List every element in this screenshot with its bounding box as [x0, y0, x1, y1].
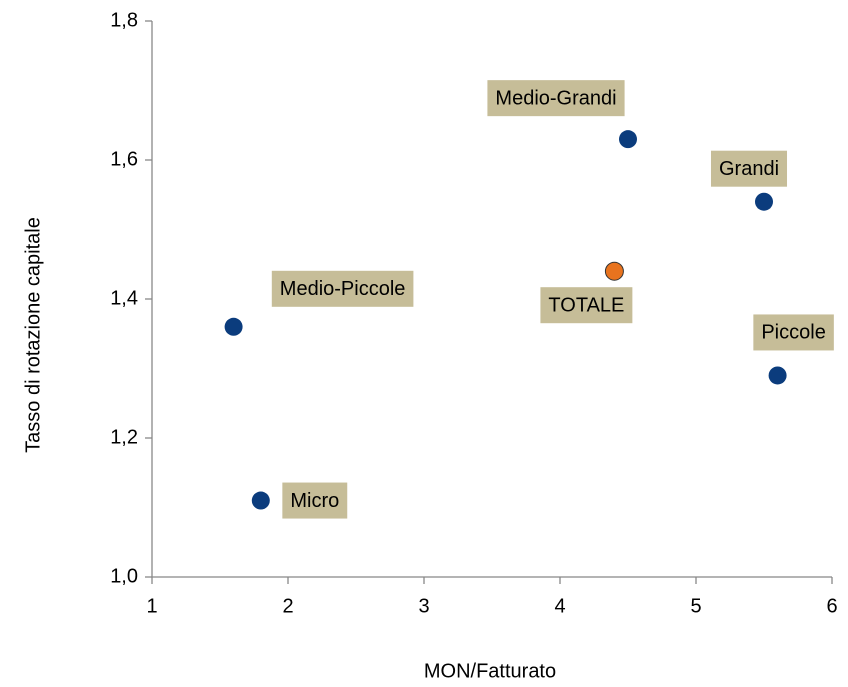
point-label-box: [540, 287, 633, 324]
x-tick-label: 1: [146, 595, 157, 617]
point-label-box: [487, 80, 625, 117]
point-label: Micro: [290, 490, 339, 512]
y-tick-label: 1,6: [110, 148, 138, 170]
x-tick-label: 5: [690, 595, 701, 617]
point: [224, 317, 243, 336]
point-label: Medio-Piccole: [280, 278, 406, 300]
x-tick-label: 4: [554, 595, 565, 617]
point-label-box: [753, 314, 834, 351]
x-tick-label: 6: [826, 595, 837, 617]
y-tick-label: 1,0: [110, 565, 138, 587]
point-label-box: [271, 270, 414, 307]
point: [768, 366, 787, 385]
y-tick-label: 1,4: [110, 287, 138, 309]
x-axis-title: MON/Fatturato: [424, 660, 556, 682]
point-label: Piccole: [761, 322, 825, 344]
point-label: Grandi: [719, 158, 779, 180]
point: [619, 130, 637, 149]
x-tick-label: 2: [282, 595, 293, 617]
y-axis-title: Tasso di rotazione capitale: [22, 217, 44, 453]
y-tick-label: 1,2: [110, 426, 138, 448]
y-tick-label: 1,8: [110, 9, 138, 31]
point-label: TOTALE: [548, 294, 624, 316]
point-label: Medio-Grandi: [495, 87, 616, 109]
point: [755, 192, 773, 211]
point: [251, 491, 270, 510]
point: [604, 261, 624, 281]
x-tick-label: 3: [418, 595, 429, 617]
point-label-box: [282, 482, 348, 519]
point-label-box: [710, 150, 788, 187]
